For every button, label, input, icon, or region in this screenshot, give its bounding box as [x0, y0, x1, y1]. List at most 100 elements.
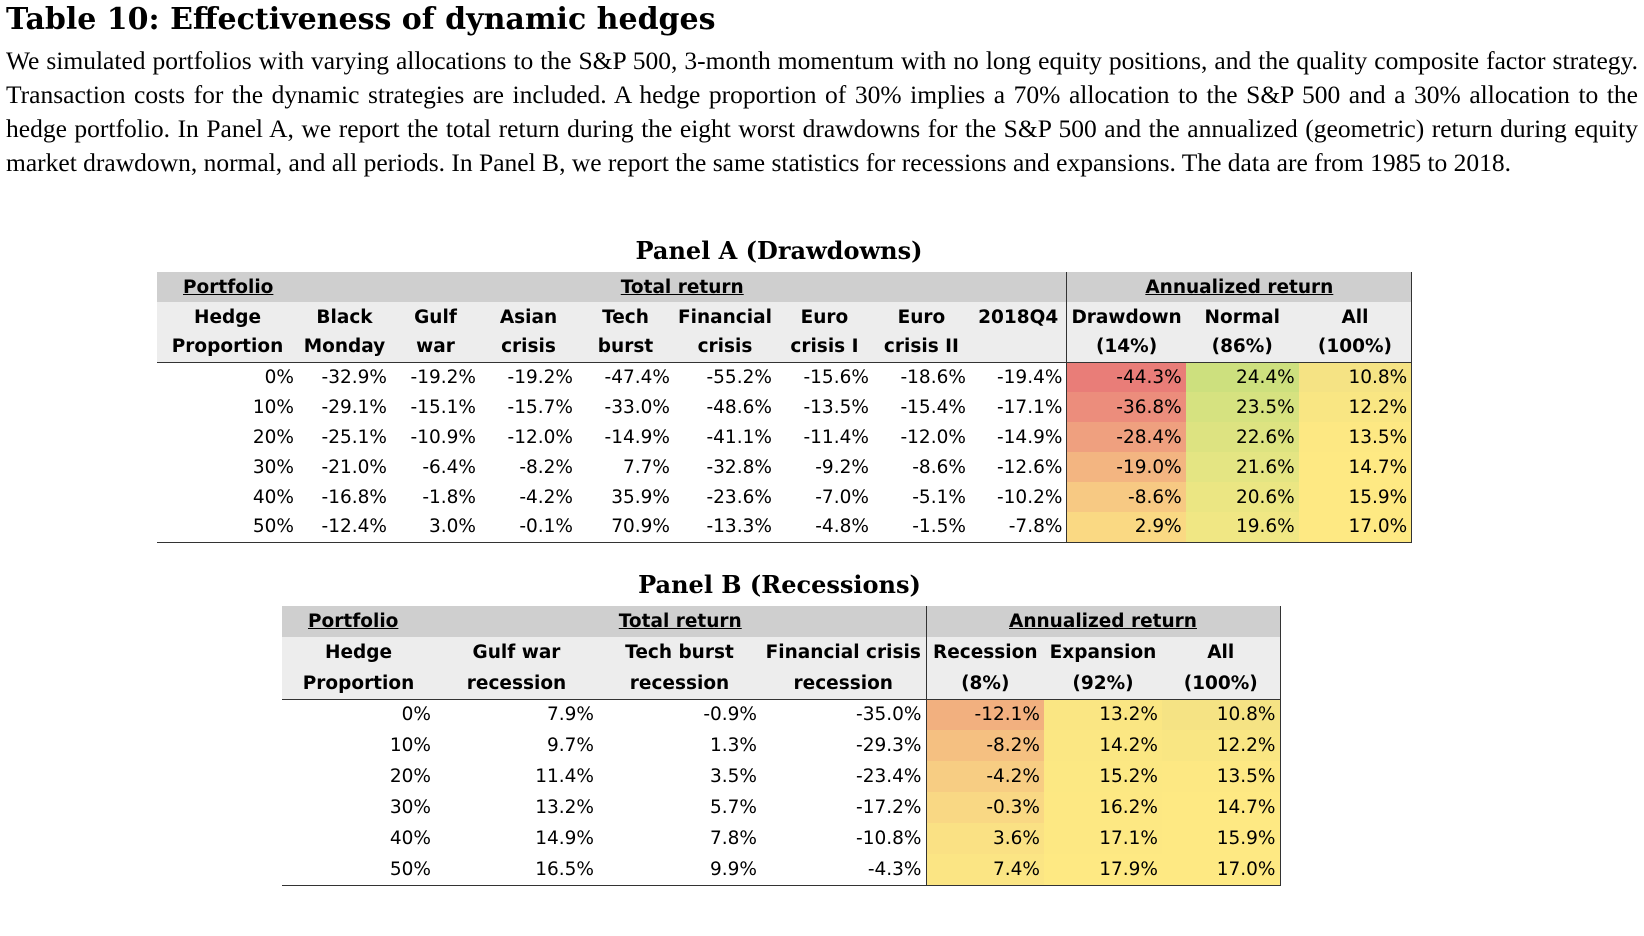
hedge-proportion-cell: 50%: [157, 512, 298, 543]
value-cell: -0.9%: [703, 704, 757, 726]
value-cell: 13.5%: [1298, 422, 1413, 452]
panel-b-col-header: (100%): [1162, 668, 1281, 700]
value-cell: -1.5%: [872, 512, 970, 543]
value-cell: -11.4%: [803, 426, 869, 448]
value-cell: 23.5%: [1185, 392, 1299, 422]
panel-b-col-header: Proportion: [282, 668, 435, 700]
value-cell: 7.4%: [926, 854, 1044, 886]
panel-a-col-header: 2018Q4: [969, 302, 1068, 332]
value-cell: 15.9%: [1162, 823, 1281, 854]
panel-b-title: Panel B (Recessions): [638, 570, 921, 599]
table-row: 40% 14.9% 7.8% -10.8% 3.6% 17.1% 15.9%: [282, 823, 1281, 854]
value-cell: -13.3%: [674, 512, 776, 543]
value-cell: 13.5%: [1162, 761, 1281, 792]
value-cell: -55.2%: [706, 366, 772, 388]
value-cell: 2.9%: [1066, 512, 1186, 543]
value-cell: -14.9%: [604, 426, 670, 448]
value-cell: -35.0%: [761, 699, 927, 730]
value-cell: 35.9%: [611, 486, 670, 508]
value-cell: 7.7%: [623, 456, 670, 478]
value-cell: 17.0%: [1162, 854, 1281, 886]
panel-b-group-annualized-return: Annualized return: [926, 606, 1281, 637]
table-row: 50% 16.5% 9.9% -4.3% 7.4% 17.9% 17.0%: [282, 854, 1281, 886]
value-cell: -15.7%: [507, 396, 573, 418]
value-cell: 16.2%: [1044, 792, 1162, 823]
panel-b-col-header: Financial crisis: [761, 637, 927, 668]
panel-b-col-header: Tech burst: [598, 637, 761, 668]
hedge-proportion-cell: 40%: [389, 828, 431, 849]
value-cell: 24.4%: [1185, 362, 1299, 392]
table-row: 50% -12.4% 3.0% -0.1% 70.9% -13.3% -4.8% -1.5% -…: [157, 512, 1413, 543]
hedge-proportion-cell: 0%: [264, 366, 294, 388]
hedge-proportion-cell: 0%: [401, 704, 431, 726]
value-cell: -29.1%: [321, 396, 387, 418]
value-cell: 10.8%: [1162, 699, 1281, 730]
panel-a-col-header: crisis II: [872, 332, 970, 363]
value-cell: -8.6%: [1066, 482, 1186, 512]
value-cell: -0.1%: [480, 512, 577, 543]
value-cell: -16.8%: [321, 486, 387, 508]
value-cell: 70.9%: [577, 512, 674, 543]
value-cell: -9.2%: [815, 456, 869, 478]
value-cell: 7.8%: [710, 828, 757, 849]
panel-a-col-header: Asian: [480, 302, 577, 332]
value-cell: -15.6%: [803, 366, 869, 388]
table-caption: We simulated portfolios with varying all…: [6, 46, 1638, 177]
panel-b-col-header: (8%): [926, 668, 1044, 700]
value-cell: -17.2%: [761, 792, 927, 823]
panel-b-group-portfolio: Portfolio: [282, 606, 435, 637]
panel-b-col-header: (92%): [1044, 668, 1162, 700]
table-row: 20% -25.1% -10.9% -12.0% -14.9% -41.1% -11.4% -…: [157, 422, 1413, 452]
value-cell: -12.0%: [900, 426, 966, 448]
value-cell: -12.0%: [507, 426, 573, 448]
panel-a-col-header: burst: [577, 332, 674, 363]
value-cell: -10.9%: [410, 426, 476, 448]
panel-b-group-total-return: Total return: [435, 606, 927, 637]
value-cell: -4.2%: [926, 761, 1044, 792]
value-cell: -23.6%: [706, 486, 772, 508]
value-cell: -8.2%: [519, 456, 573, 478]
value-cell: -13.5%: [803, 396, 869, 418]
value-cell: 17.0%: [1298, 512, 1413, 543]
value-cell: -8.6%: [912, 456, 966, 478]
value-cell: 3.5%: [710, 766, 757, 787]
value-cell: -23.4%: [761, 761, 927, 792]
panel-a-col-header: Euro: [775, 302, 873, 332]
panel-a-col-header: Proportion: [157, 332, 298, 363]
hedge-proportion-cell: 40%: [252, 486, 294, 508]
value-cell: 15.2%: [1044, 761, 1162, 792]
value-cell: -29.3%: [761, 730, 927, 761]
value-cell: -5.1%: [912, 486, 966, 508]
panel-a-col-header: All: [1298, 302, 1413, 332]
value-cell: -47.4%: [604, 366, 670, 388]
value-cell: 12.2%: [1298, 392, 1413, 422]
panel-b-col-header: recession: [761, 668, 927, 700]
table-row: 0% 7.9% -0.9% -35.0% -12.1% 13.2% 10.8%: [282, 699, 1281, 730]
panel-a-group-annualized-return: Annualized return: [1066, 272, 1413, 302]
panel-a-col-header: crisis: [674, 332, 776, 363]
panel-a-col-header: Drawdown: [1066, 302, 1186, 332]
table-row: 30% -21.0% -6.4% -8.2% 7.7% -32.8% -9.2% -8.6% -…: [157, 452, 1413, 482]
hedge-proportion-cell: 20%: [389, 766, 431, 787]
value-cell: 11.4%: [535, 766, 594, 787]
panel-a-col-header: (86%): [1185, 332, 1299, 363]
value-cell: -10.2%: [969, 482, 1068, 512]
value-cell: -19.2%: [410, 366, 476, 388]
panel-a-col-header: Gulf: [391, 302, 480, 332]
table-row: 40% -16.8% -1.8% -4.2% 35.9% -23.6% -7.0% -5.1%…: [157, 482, 1413, 512]
value-cell: -17.1%: [969, 392, 1068, 422]
value-cell: -33.0%: [604, 396, 670, 418]
panel-b-col-header: All: [1162, 637, 1281, 668]
panel-a-group-total-return: Total return: [298, 272, 1068, 302]
value-cell: -25.1%: [321, 426, 387, 448]
value-cell: 17.9%: [1044, 854, 1162, 886]
value-cell: -41.1%: [706, 426, 772, 448]
panel-a-col-header: Financial: [674, 302, 776, 332]
value-cell: 14.7%: [1162, 792, 1281, 823]
hedge-proportion-cell: 30%: [252, 456, 294, 478]
value-cell: -21.0%: [321, 456, 387, 478]
value-cell: 9.9%: [598, 854, 761, 886]
panel-a-group-portfolio: Portfolio: [157, 272, 298, 302]
table-row: 30% 13.2% 5.7% -17.2% -0.3% 16.2% 14.7%: [282, 792, 1281, 823]
value-cell: 17.1%: [1044, 823, 1162, 854]
